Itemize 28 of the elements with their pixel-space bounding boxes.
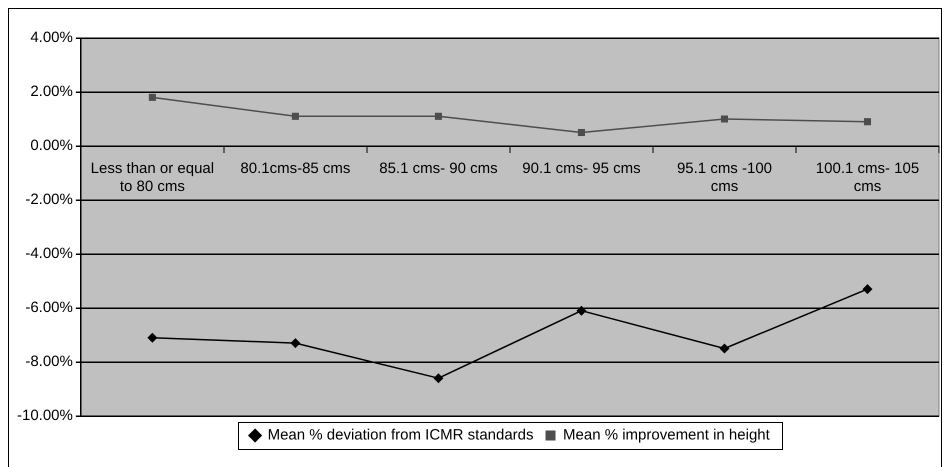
point — [576, 306, 586, 316]
point — [148, 94, 156, 101]
point — [292, 112, 299, 120]
point — [578, 128, 585, 136]
point — [290, 338, 300, 348]
y-tick-label: -6.00% — [25, 299, 73, 316]
x-tick-label: 95.1 cms -100 cms — [676, 160, 772, 196]
x-tick-label: 80.1cms-85 cms — [240, 160, 350, 178]
x-tick-label: Less than or equal to 80 cms — [90, 160, 214, 196]
x-tick-label: 85.1 cms- 90 cms — [379, 160, 498, 178]
point — [433, 373, 444, 384]
point — [864, 118, 872, 126]
y-tick-label: -10.00% — [16, 407, 73, 424]
y-tick-label: -4.00% — [25, 245, 73, 262]
point — [147, 332, 158, 343]
point — [720, 115, 728, 123]
y-tick-label: 0.00% — [30, 137, 73, 154]
point — [719, 344, 730, 354]
y-tick-label: -8.00% — [25, 353, 73, 370]
x-tick-label: 90.1 cms- 95 cms — [522, 160, 641, 178]
y-tick-label: -2.00% — [25, 191, 73, 208]
point — [434, 112, 442, 120]
y-tick-label: 4.00% — [30, 29, 73, 46]
point — [862, 284, 872, 294]
legend-label: Mean % deviation from ICMR standards — [268, 426, 534, 444]
x-tick-label: 100.1 cms- 105 cms — [816, 160, 920, 196]
legend-label: Mean % improvement in height — [563, 426, 771, 444]
y-tick-label: 2.00% — [30, 83, 73, 100]
